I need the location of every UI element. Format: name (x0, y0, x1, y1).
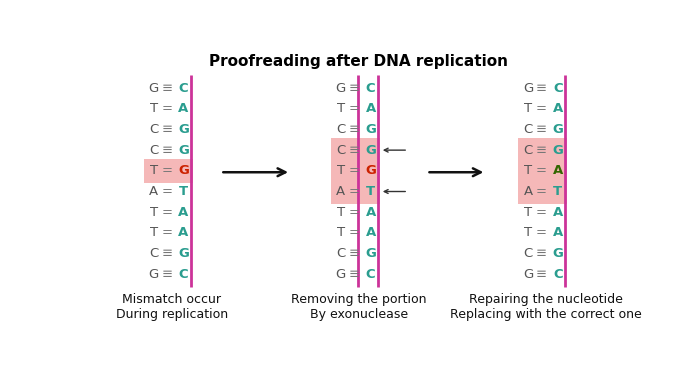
Text: A: A (336, 185, 345, 198)
Text: ≡: ≡ (536, 247, 547, 260)
Text: =: = (162, 206, 173, 219)
Text: T: T (524, 164, 532, 177)
Text: G: G (365, 247, 376, 260)
Text: =: = (162, 226, 173, 239)
Text: G: G (178, 247, 189, 260)
Text: C: C (524, 123, 533, 136)
Text: =: = (536, 226, 547, 239)
Text: C: C (149, 144, 158, 157)
Text: C: C (524, 144, 533, 157)
Text: A: A (365, 206, 376, 219)
Text: A: A (365, 102, 376, 115)
Text: ≡: ≡ (536, 268, 547, 281)
Text: Removing the portion
By exonuclease: Removing the portion By exonuclease (291, 293, 426, 321)
Text: =: = (162, 185, 173, 198)
Text: ≡: ≡ (349, 247, 360, 260)
Text: G: G (523, 268, 533, 281)
Text: A: A (149, 185, 158, 198)
Text: C: C (336, 247, 346, 260)
FancyBboxPatch shape (144, 159, 192, 183)
Text: C: C (149, 247, 158, 260)
Text: G: G (365, 144, 376, 157)
Text: G: G (365, 164, 376, 177)
Text: ≡: ≡ (162, 144, 173, 157)
Text: G: G (552, 247, 564, 260)
Text: =: = (349, 226, 360, 239)
Text: =: = (162, 102, 173, 115)
Text: C: C (553, 268, 563, 281)
Text: C: C (178, 82, 188, 95)
FancyBboxPatch shape (518, 138, 567, 204)
FancyBboxPatch shape (331, 138, 380, 204)
Text: C: C (336, 123, 346, 136)
Text: C: C (366, 268, 375, 281)
Text: A: A (178, 226, 188, 239)
Text: G: G (148, 268, 159, 281)
Text: T: T (150, 102, 158, 115)
Text: G: G (523, 82, 533, 95)
Text: A: A (365, 226, 376, 239)
Text: =: = (536, 206, 547, 219)
Text: T: T (553, 185, 562, 198)
Text: Proofreading after DNA replication: Proofreading after DNA replication (209, 54, 508, 69)
Text: A: A (178, 206, 188, 219)
Text: =: = (349, 164, 360, 177)
Text: T: T (524, 206, 532, 219)
Text: ≡: ≡ (162, 82, 173, 95)
Text: ≡: ≡ (349, 268, 360, 281)
Text: C: C (178, 268, 188, 281)
Text: T: T (150, 206, 158, 219)
Text: Repairing the nucleotide
Replacing with the correct one: Repairing the nucleotide Replacing with … (450, 293, 642, 321)
Text: A: A (524, 185, 533, 198)
Text: A: A (178, 102, 188, 115)
Text: T: T (150, 226, 158, 239)
Text: =: = (536, 185, 547, 198)
Text: C: C (366, 82, 375, 95)
Text: A: A (553, 206, 563, 219)
Text: =: = (162, 164, 173, 177)
Text: G: G (336, 82, 346, 95)
Text: T: T (337, 226, 345, 239)
Text: T: T (524, 102, 532, 115)
Text: ≡: ≡ (162, 268, 173, 281)
Text: ≡: ≡ (349, 123, 360, 136)
Text: G: G (552, 123, 564, 136)
Text: A: A (553, 102, 563, 115)
Text: A: A (553, 226, 563, 239)
Text: C: C (336, 144, 346, 157)
Text: =: = (536, 102, 547, 115)
Text: T: T (337, 102, 345, 115)
Text: =: = (349, 102, 360, 115)
Text: C: C (149, 123, 158, 136)
Text: G: G (552, 144, 564, 157)
Text: G: G (148, 82, 159, 95)
Text: C: C (553, 82, 563, 95)
Text: ≡: ≡ (349, 82, 360, 95)
Text: C: C (524, 247, 533, 260)
Text: ≡: ≡ (162, 247, 173, 260)
Text: G: G (178, 144, 189, 157)
Text: =: = (349, 185, 360, 198)
Text: T: T (150, 164, 158, 177)
Text: T: T (337, 164, 345, 177)
Text: ≡: ≡ (536, 123, 547, 136)
Text: ≡: ≡ (536, 144, 547, 157)
Text: T: T (524, 226, 532, 239)
Text: T: T (337, 206, 345, 219)
Text: Mismatch occur
During replication: Mismatch occur During replication (116, 293, 228, 321)
Text: G: G (365, 123, 376, 136)
Text: G: G (178, 164, 189, 177)
Text: T: T (179, 185, 188, 198)
Text: =: = (536, 164, 547, 177)
Text: =: = (349, 206, 360, 219)
Text: ≡: ≡ (162, 123, 173, 136)
Text: ≡: ≡ (349, 144, 360, 157)
Text: G: G (336, 268, 346, 281)
Text: ≡: ≡ (536, 82, 547, 95)
Text: G: G (178, 123, 189, 136)
Text: T: T (366, 185, 375, 198)
Text: A: A (553, 164, 563, 177)
